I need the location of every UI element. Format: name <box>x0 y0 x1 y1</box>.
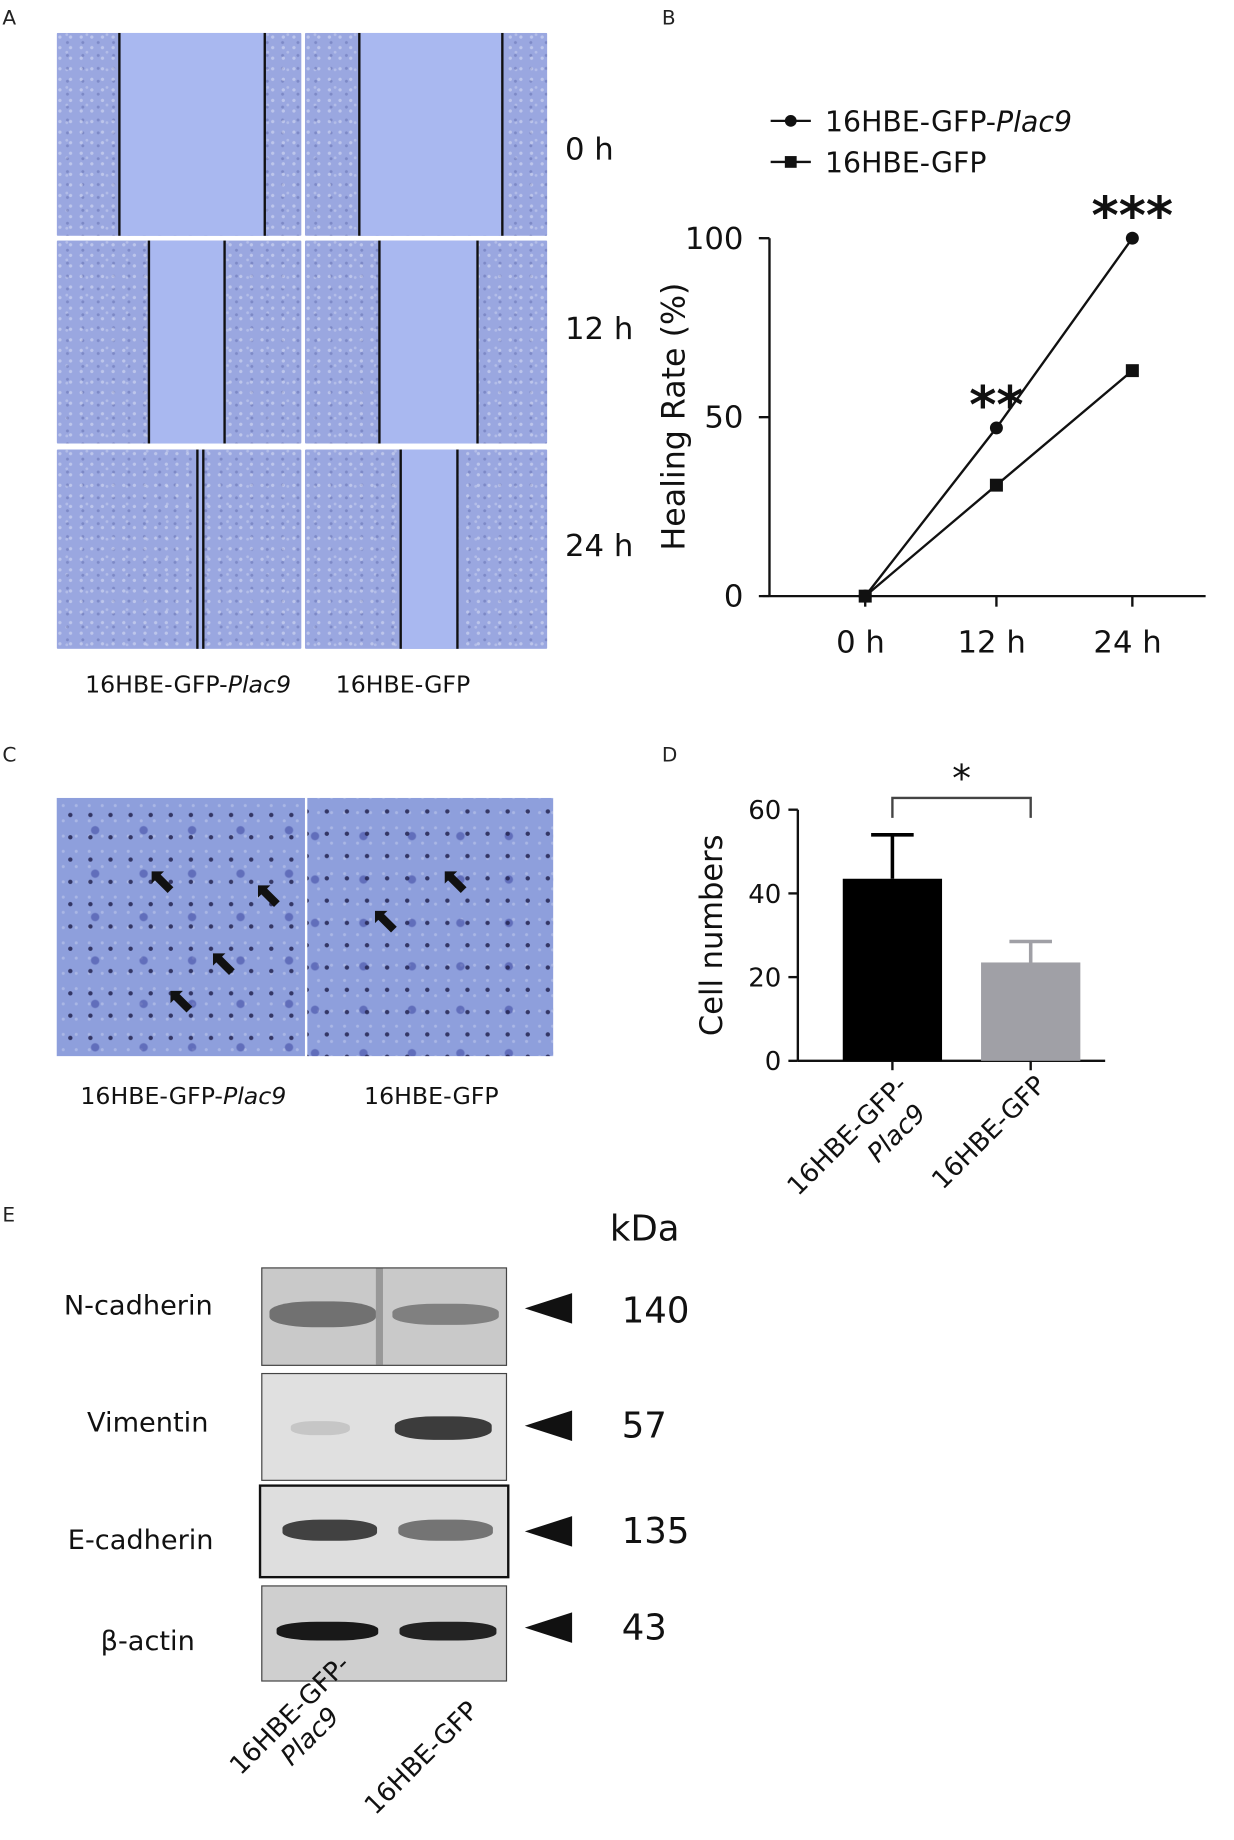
panel-letter-b: B <box>661 7 676 31</box>
legend-marker-square <box>784 156 797 168</box>
timepoint-label-0h: 0 h <box>564 132 614 168</box>
data-point-circle <box>1125 231 1139 245</box>
migrated-cell-arrow: ⬉ <box>369 900 400 942</box>
y-tick-label: 100 <box>685 222 744 257</box>
blot-lane-label-gfp: 16HBE-GFP <box>359 1696 485 1821</box>
panel-letter-c: C <box>2 743 17 768</box>
transwell-image-gfp: ⬉ ⬉ <box>307 797 554 1057</box>
migrated-cell-arrow: ⬉ <box>208 942 238 984</box>
x-category-label-1: 16HBE-GFP <box>926 1070 1052 1195</box>
band-arrowhead-icon <box>524 1410 573 1442</box>
panel-letter-d: D <box>661 743 678 768</box>
data-point-square <box>858 589 872 603</box>
scratch-image-gfp-0h <box>304 32 548 236</box>
blot-label-beta-actin: β-actin <box>100 1626 195 1657</box>
bar-1 <box>981 962 1081 1061</box>
y-tick-label: 60 <box>748 796 781 826</box>
significance-star: * <box>952 756 971 800</box>
timepoint-label-12h: 12 h <box>564 312 634 348</box>
data-point-circle <box>989 421 1003 435</box>
scratch-image-plac9-0h <box>56 32 302 236</box>
legend-marker-circle <box>784 115 797 127</box>
timepoint-label-24h: 24 h <box>564 529 634 565</box>
band-arrowhead-icon <box>524 1293 573 1324</box>
y-tick-label: 20 <box>748 964 781 994</box>
blot-label-n-cadherin: N-cadherin <box>63 1290 213 1322</box>
panel-c-column-label-plac9: 16HBE-GFP-Plac9 <box>80 1081 287 1111</box>
scratch-image-plac9-24h <box>56 449 302 649</box>
legend-label-0: 16HBE-GFP-Plac9 <box>825 106 1072 139</box>
y-tick-label: 50 <box>704 401 743 436</box>
transwell-image-plac9: ⬉ ⬉ ⬉ ⬉ <box>56 797 305 1057</box>
migrated-cell-arrow: ⬉ <box>146 860 177 902</box>
panel-c-column-label-gfp: 16HBE-GFP <box>364 1081 499 1111</box>
kda-value-e-cadherin: 135 <box>621 1511 690 1553</box>
x-tick-label: 0 h <box>836 626 885 661</box>
kda-unit-label: kDa <box>609 1208 680 1250</box>
blot-label-e-cadherin: E-cadherin <box>67 1525 214 1557</box>
kda-value-vimentin: 57 <box>621 1405 667 1447</box>
kda-value-beta-actin: 43 <box>621 1607 667 1649</box>
x-category-label-0: 16HBE-GFP-Plac9 <box>782 1070 938 1224</box>
blot-e-cadherin <box>258 1484 510 1579</box>
significance-bracket <box>891 796 1032 818</box>
band-arrowhead-icon <box>524 1612 573 1643</box>
blot-vimentin <box>261 1372 508 1481</box>
band-arrowhead-icon <box>524 1516 573 1547</box>
panel-letter-e: E <box>2 1203 16 1228</box>
y-tick-label: 0 <box>765 1047 782 1077</box>
significance-annotation: ** <box>969 376 1023 436</box>
scratch-image-plac9-12h <box>56 240 302 444</box>
panel-a-column-label-gfp: 16HBE-GFP <box>335 670 471 699</box>
migrated-cell-arrow: ⬉ <box>165 979 196 1021</box>
migrated-cell-arrow: ⬉ <box>252 874 283 916</box>
scratch-image-gfp-24h <box>304 449 548 649</box>
panel-letter-a: A <box>2 7 17 31</box>
data-point-square <box>989 478 1003 492</box>
y-tick-label: 0 <box>724 580 744 615</box>
panel-a-column-label-plac9: 16HBE-GFP-Plac9 <box>85 670 292 699</box>
bar-0 <box>842 878 943 1061</box>
data-point-square <box>1125 364 1139 378</box>
y-tick-label: 40 <box>748 880 781 910</box>
cell-numbers-bar-chart: 0 20 40 60 Cell numbers 16HBE-GFP-Plac916HBE-… <box>695 756 1106 1224</box>
blot-beta-actin <box>261 1585 508 1682</box>
blot-label-vimentin: Vimentin <box>87 1408 209 1439</box>
kda-value-n-cadherin: 140 <box>621 1290 690 1332</box>
y-axis-label: Cell numbers <box>695 834 730 1036</box>
x-tick-label: 12 h <box>958 626 1026 661</box>
legend-label-1: 16HBE-GFP <box>825 147 986 180</box>
blot-n-cadherin <box>261 1267 508 1366</box>
y-axis-label: Healing Rate (%) <box>655 283 692 551</box>
significance-annotation: *** <box>1092 187 1174 247</box>
x-tick-label: 24 h <box>1093 626 1161 661</box>
scratch-image-gfp-12h <box>304 240 548 444</box>
migrated-cell-arrow: ⬉ <box>439 860 470 902</box>
